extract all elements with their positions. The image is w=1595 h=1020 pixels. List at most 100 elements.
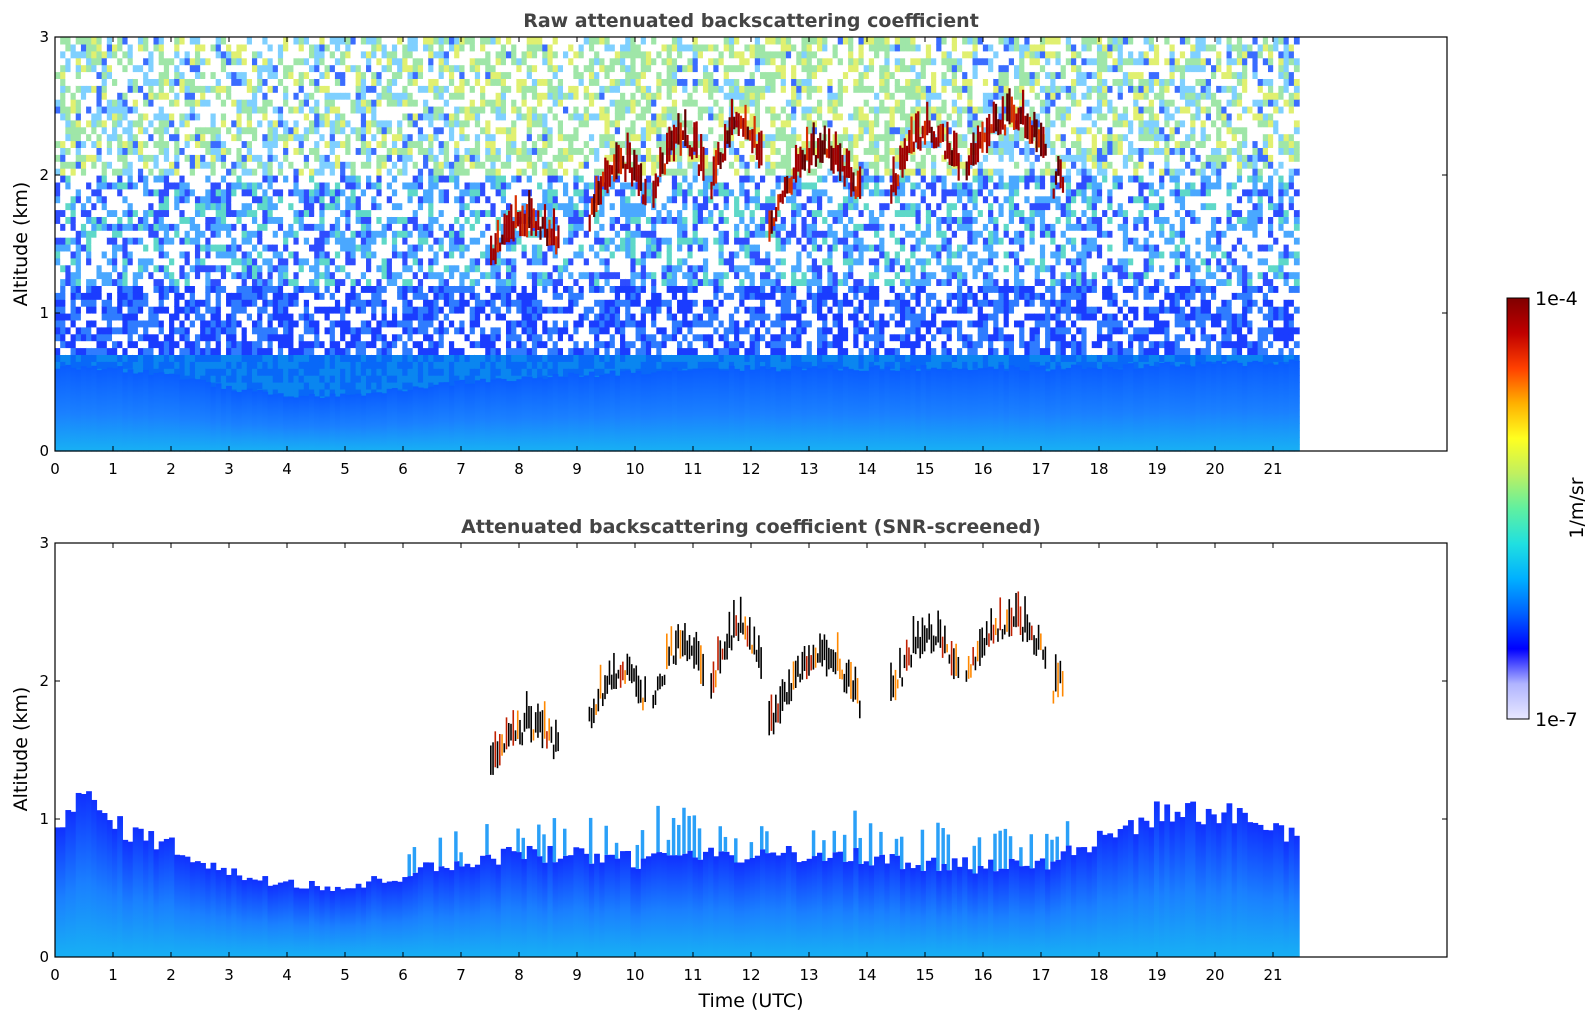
heatmap-cell [459, 92, 466, 100]
heatmap-cell [283, 175, 289, 183]
heatmap-cell [423, 175, 429, 183]
heatmap-cell [70, 326, 77, 335]
heatmap-cell [215, 209, 222, 217]
heatmap-cell [106, 140, 113, 148]
heatmap-cell [215, 250, 222, 259]
heatmap-cell [194, 119, 201, 128]
heatmap-cell [376, 230, 383, 238]
heatmap-cell [459, 333, 466, 342]
heatmap-cell [184, 181, 191, 190]
heatmap-cell [303, 37, 310, 45]
heatmap-cell [153, 106, 160, 114]
heatmap-cell [91, 347, 98, 355]
heatmap-cell [360, 244, 367, 252]
heatmap-cell [417, 216, 424, 224]
heatmap-cell [262, 133, 269, 142]
heatmap-cell [236, 319, 243, 328]
heatmap-cell [298, 216, 305, 224]
heatmap-cell [417, 375, 424, 383]
heatmap-cell [205, 195, 212, 204]
heatmap-cell [210, 257, 217, 266]
heatmap-cell [376, 313, 383, 321]
heatmap-cell [329, 195, 336, 204]
heatmap-cell [350, 347, 357, 355]
heatmap-cell [75, 78, 82, 86]
heatmap-cell [272, 340, 279, 349]
heatmap-cell [246, 285, 253, 293]
heatmap-cell [324, 319, 331, 328]
heatmap-cell [298, 278, 305, 286]
heatmap-cell [101, 237, 108, 245]
heatmap-cell [438, 154, 445, 162]
heatmap-cell [205, 216, 212, 224]
heatmap-cell [288, 216, 295, 224]
heatmap-cell [350, 43, 357, 52]
heatmap-cell [412, 271, 419, 280]
heatmap-cell [314, 154, 320, 162]
heatmap-cell [158, 333, 165, 342]
heatmap-cell [101, 347, 108, 355]
heatmap-cell [288, 326, 295, 335]
heatmap-cell [397, 306, 403, 314]
heatmap-cell [454, 168, 460, 176]
heatmap-cell [438, 126, 445, 135]
heatmap-cell [267, 375, 274, 383]
heatmap-cell [70, 99, 77, 107]
heatmap-cell [423, 78, 429, 86]
heatmap-cell [137, 368, 144, 376]
heatmap-cell [480, 250, 486, 259]
heatmap-cell [428, 326, 435, 335]
heatmap-cell [60, 64, 66, 73]
heatmap-cell [251, 181, 258, 190]
heatmap-cell [402, 292, 409, 300]
heatmap-cell [402, 106, 409, 114]
heatmap-cell [194, 216, 201, 224]
heatmap-cell [80, 140, 87, 148]
heatmap-cell [148, 133, 155, 142]
heatmap-cell [407, 119, 414, 128]
heatmap-cell [91, 306, 98, 314]
heatmap-cell [122, 368, 129, 376]
heatmap-cell [417, 202, 424, 211]
heatmap-cell [303, 209, 310, 217]
heatmap-cell [143, 285, 149, 293]
heatmap-cell [60, 161, 66, 169]
heatmap-cell [220, 99, 227, 107]
heatmap-cell [158, 195, 165, 204]
heatmap-cell [283, 354, 289, 362]
heatmap-cell [226, 195, 232, 204]
heatmap-cell [220, 237, 227, 245]
heatmap-cell [96, 133, 103, 142]
heatmap-cell [257, 326, 263, 335]
heatmap-cell [91, 223, 98, 231]
heatmap-cell [371, 147, 377, 155]
heatmap-cell [345, 250, 352, 259]
heatmap-cell [376, 319, 383, 328]
heatmap-cell [91, 230, 98, 238]
heatmap-cell [319, 285, 326, 293]
heatmap-cell [438, 133, 445, 142]
heatmap-cell [241, 319, 248, 328]
heatmap-cell [184, 50, 191, 59]
heatmap-cell [91, 299, 98, 307]
heatmap-cell [106, 237, 113, 245]
heatmap-cell [226, 292, 232, 300]
heatmap-cell [257, 230, 263, 238]
heatmap-cell [329, 133, 336, 142]
heatmap-cell [272, 195, 279, 204]
heatmap-cell [340, 175, 346, 183]
heatmap-cell [283, 368, 289, 376]
heatmap-cell [189, 244, 196, 252]
heatmap-cell [179, 147, 186, 155]
heatmap-cell [329, 230, 336, 238]
heatmap-cell [236, 37, 243, 45]
heatmap-cell [433, 347, 440, 355]
heatmap-cell [241, 223, 248, 231]
heatmap-cell [267, 264, 274, 273]
heatmap-cell [303, 202, 310, 211]
heatmap-cell [220, 64, 227, 73]
heatmap-cell [75, 85, 82, 93]
heatmap-cell [298, 188, 305, 197]
heatmap-cell [355, 147, 362, 155]
heatmap-cell [127, 244, 134, 252]
